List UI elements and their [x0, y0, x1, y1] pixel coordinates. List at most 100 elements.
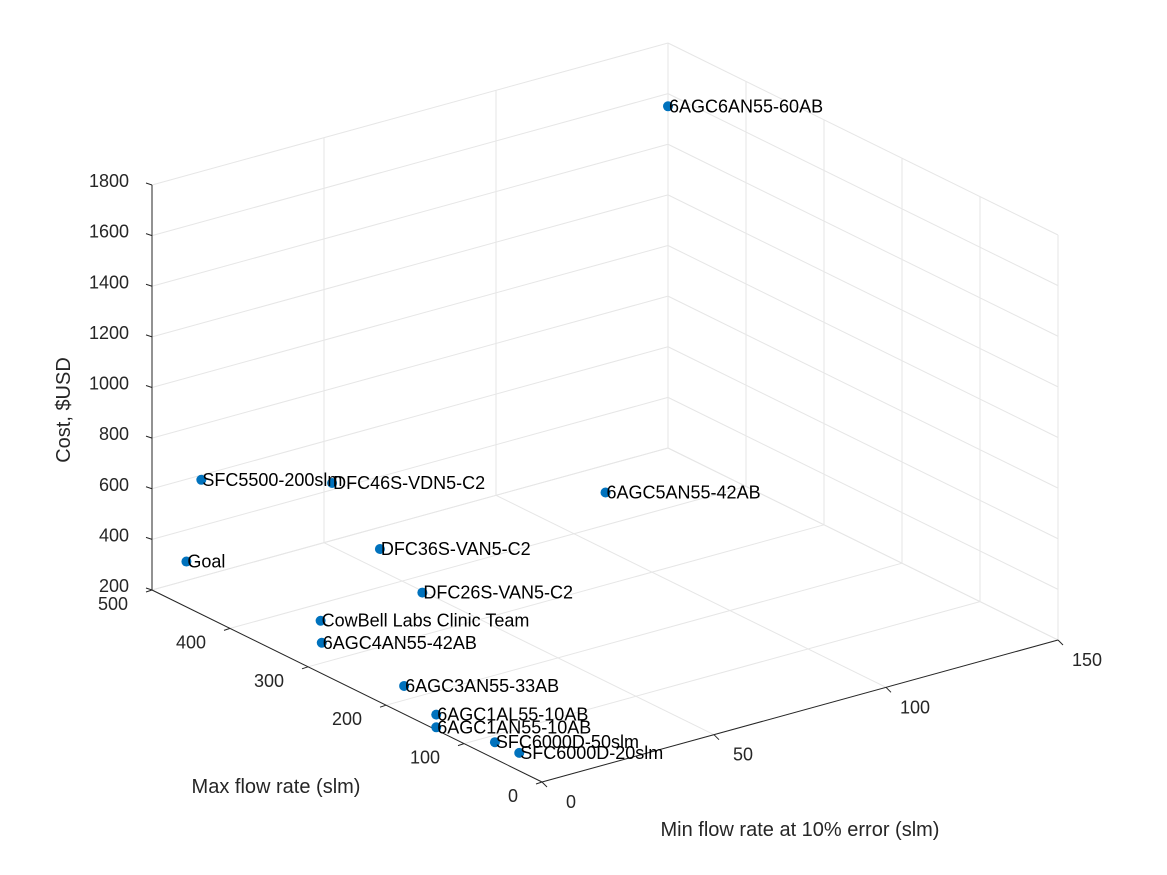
data-point — [514, 747, 525, 758]
z-tick-mark — [145, 385, 153, 388]
y-tick-mark — [301, 666, 309, 670]
data-point-label: 6AGC6AN55-60AB — [669, 96, 823, 116]
z-tick-mark — [145, 182, 153, 186]
data-point — [181, 556, 192, 567]
grid-line — [495, 494, 887, 688]
y-tick-mark — [145, 589, 153, 593]
z-tick-mark — [145, 283, 153, 287]
data-point-label: 6AGC1AN55-10AB — [437, 717, 591, 737]
grid-line — [151, 93, 669, 237]
x-tick-label: 0 — [566, 792, 576, 812]
data-point-label: DFC26S-VAN5-C2 — [423, 583, 573, 603]
data-point — [315, 615, 326, 626]
y-tick-label: 300 — [254, 671, 284, 691]
grid-line — [667, 396, 1059, 590]
grid-line — [151, 346, 669, 490]
grid-line — [385, 562, 903, 706]
grid-line — [151, 194, 669, 338]
x-tick-label: 100 — [900, 697, 930, 717]
z-tick-label: 1200 — [89, 323, 129, 343]
grid-line — [667, 143, 1059, 337]
data-point-label: SFC5500-200slm — [202, 470, 342, 490]
data-point-label: SFC6000D-20slm — [520, 743, 663, 763]
x-tick-label: 50 — [733, 745, 753, 765]
data-point-label: 6AGC5AN55-42AB — [607, 482, 761, 502]
y-tick-label: 400 — [176, 632, 206, 652]
data-point — [431, 709, 442, 720]
z-tick-mark — [145, 233, 153, 237]
grid-line — [667, 93, 1059, 287]
grid-line — [667, 42, 1059, 236]
x-tick-mark — [541, 781, 548, 788]
data-point — [600, 487, 611, 498]
data-point — [374, 544, 385, 555]
z-tick-mark — [145, 536, 153, 540]
y-tick-label: 0 — [508, 786, 518, 806]
y-tick-label: 100 — [410, 748, 440, 768]
z-axis-title: Cost, $USD — [53, 357, 75, 463]
x-tick-mark — [885, 686, 892, 693]
x-axis-title: Min flow rate at 10% error (slm) — [661, 819, 940, 841]
y-tick-mark — [535, 781, 543, 785]
x-tick-label: 150 — [1072, 650, 1102, 670]
z-tick-mark — [145, 587, 153, 591]
x-axis-line — [541, 639, 1059, 783]
data-points: 6AGC6AN55-60AB DFC46S-VDN5-C2 6AGC5AN55-42… — [181, 96, 823, 763]
z-tick-label: 800 — [99, 424, 129, 444]
data-point — [327, 477, 338, 488]
z-tick-label: 1600 — [89, 222, 129, 242]
y-tick-mark — [379, 704, 387, 708]
z-tick-label: 1000 — [89, 374, 129, 394]
z-tick-mark — [145, 486, 153, 490]
data-point-label: DFC46S-VDN5-C2 — [333, 473, 485, 493]
grid-layer — [151, 42, 1059, 783]
data-point — [431, 722, 442, 733]
y-tick-label: 500 — [98, 594, 128, 614]
tick-labels: 0501001500100200300400500200400600800100… — [89, 171, 1102, 812]
grid-line — [151, 143, 669, 287]
grid-line — [151, 295, 669, 439]
z-tick-mark — [145, 334, 153, 338]
z-tick-label: 1400 — [89, 272, 129, 292]
data-point — [399, 680, 410, 691]
grid-line — [151, 245, 669, 388]
data-point-label: 6AGC1AL55-10AB — [437, 705, 588, 725]
grid-line — [667, 447, 1059, 641]
z-tick-label: 1800 — [89, 171, 129, 191]
data-point-label: 6AGC3AN55-33AB — [405, 676, 559, 696]
grid-line — [667, 346, 1059, 540]
data-point — [196, 474, 207, 485]
grid-line — [667, 245, 1059, 438]
x-tick-mark — [713, 734, 720, 741]
grid-line — [151, 42, 669, 186]
data-point-label: SFC6000D-50slm — [496, 732, 639, 752]
grid-line — [151, 396, 669, 540]
grid-line — [229, 485, 747, 629]
data-point — [489, 737, 500, 748]
data-point-label: DFC36S-VAN5-C2 — [381, 539, 531, 559]
z-tick-label: 200 — [99, 576, 129, 596]
y-axis-line — [151, 589, 543, 783]
y-tick-mark — [457, 743, 465, 747]
x-tick-mark — [1057, 639, 1064, 646]
y-tick-label: 200 — [332, 709, 362, 729]
z-tick-mark — [145, 435, 153, 439]
grid-line — [307, 524, 825, 668]
grid-line — [323, 542, 715, 736]
grid-line — [463, 601, 981, 745]
y-tick-mark — [223, 627, 231, 631]
grid-line — [667, 194, 1059, 388]
axes-layer — [145, 182, 1064, 788]
grid-line — [151, 447, 669, 591]
data-point — [417, 587, 428, 598]
z-tick-label: 600 — [99, 475, 129, 495]
data-point-label: 6AGC4AN55-42AB — [323, 633, 477, 653]
data-point — [663, 101, 673, 112]
data-point — [316, 637, 327, 648]
data-point-label: Goal — [187, 552, 225, 572]
data-point-label: CowBell Labs Clinic Team — [322, 611, 530, 631]
z-tick-label: 400 — [99, 525, 129, 545]
grid-line — [667, 295, 1059, 489]
y-axis-title: Max flow rate (slm) — [192, 776, 361, 798]
